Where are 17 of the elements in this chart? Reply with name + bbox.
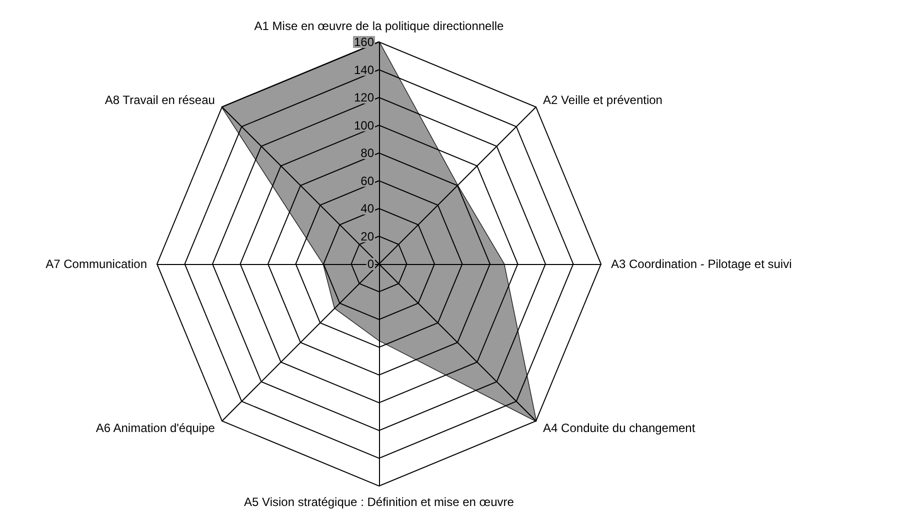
spoke-label: A4 Conduite du changement (543, 421, 696, 436)
y-tick-label: 0 (367, 257, 374, 271)
y-tick-label: 120 (354, 90, 374, 104)
y-tick-label: 160 (354, 35, 374, 49)
spoke-label: A1 Mise en œuvre de la politique directionnelle (254, 19, 504, 33)
y-tick-label: 140 (354, 62, 374, 77)
y-tick-label: 20 (360, 229, 374, 244)
y-tick-label: 100 (354, 118, 374, 132)
spoke-label: A8 Travail en réseau (104, 92, 215, 107)
spoke-label: A5 Vision stratégique : Définition et mise en œuvre (244, 495, 514, 509)
spoke-label: A7 Communication (46, 257, 147, 271)
y-tick-label: 60 (360, 174, 374, 188)
spoke-label: A6 Animation d'équipe (96, 421, 216, 436)
spoke-label: A3 Coordination - Pilotage et suivi (611, 257, 792, 271)
y-tick-label: 80 (360, 146, 374, 160)
y-tick-label: 40 (360, 202, 374, 216)
spoke-label: A2 Veille et prévention (543, 92, 662, 107)
